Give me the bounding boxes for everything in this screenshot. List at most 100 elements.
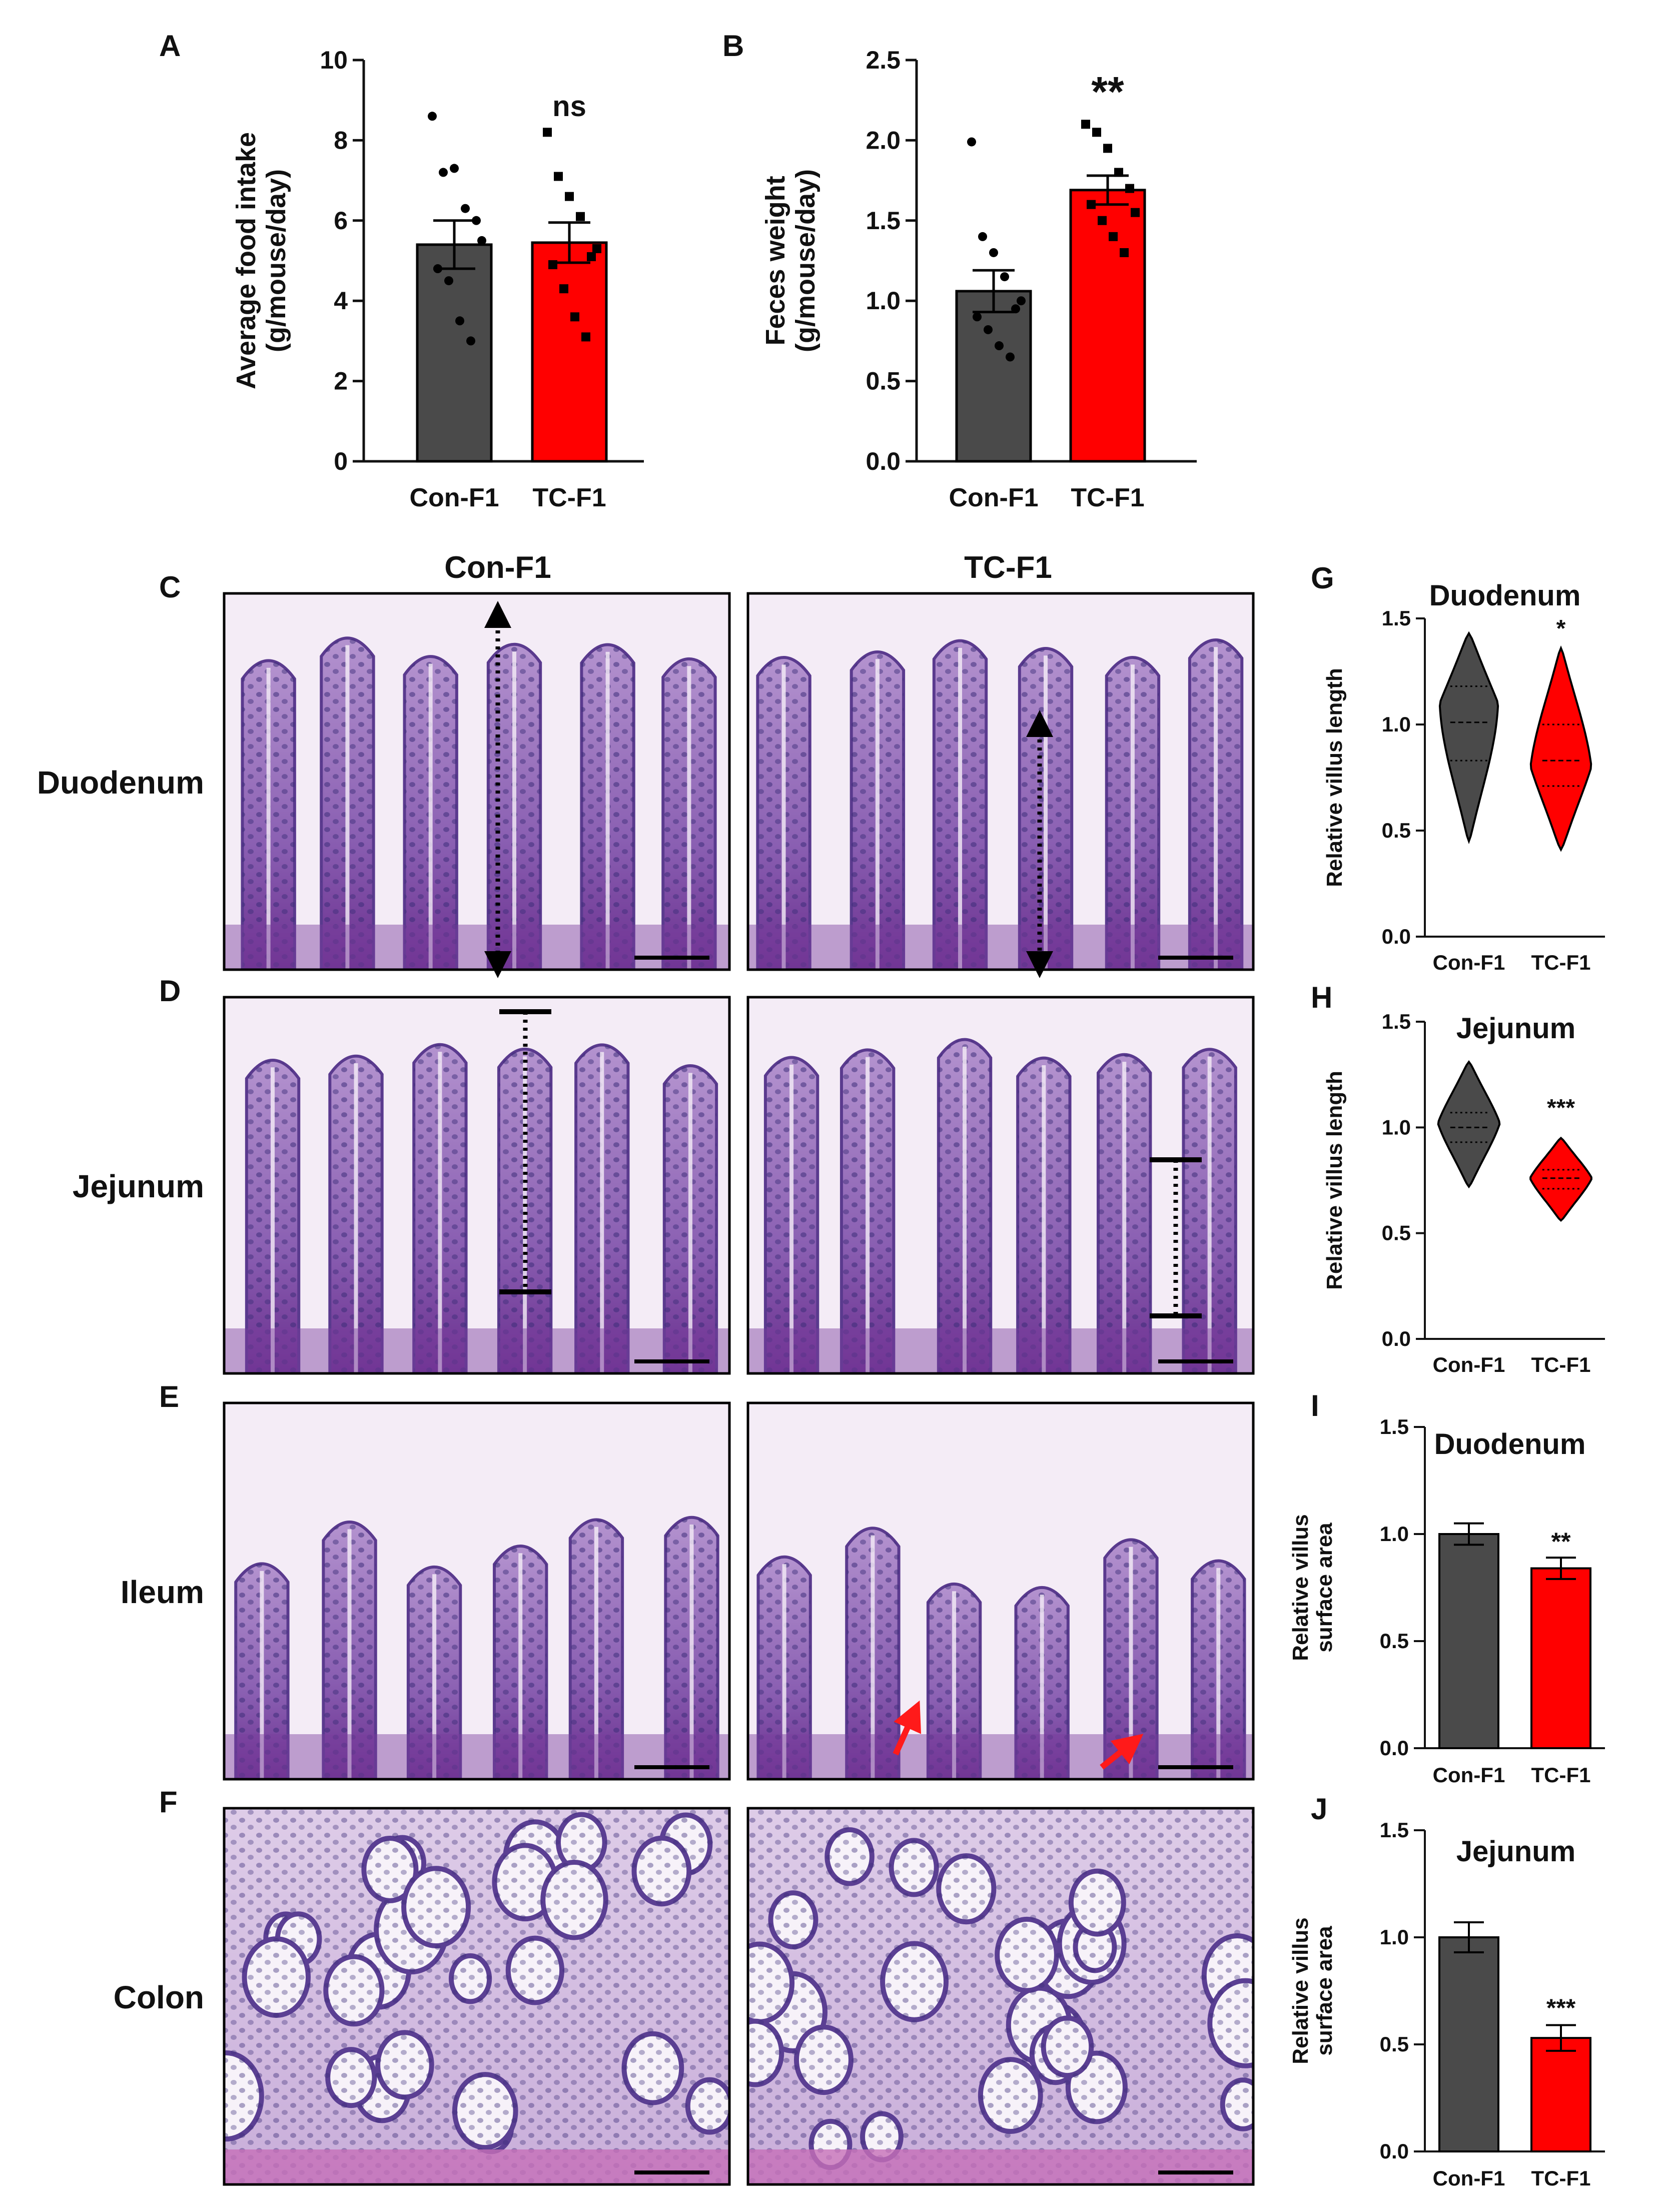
red-arrow bbox=[893, 1700, 922, 1756]
row-label: Jejunum bbox=[73, 1168, 204, 1204]
panel-letter: D bbox=[159, 974, 181, 1008]
y-tick-label: 1.0 bbox=[866, 287, 901, 315]
x-category-label: Con-F1 bbox=[1433, 1353, 1505, 1376]
x-category-label: TC-F1 bbox=[532, 483, 606, 512]
data-point bbox=[1011, 304, 1020, 314]
y-tick-label: 1.5 bbox=[866, 207, 901, 235]
data-point bbox=[978, 232, 987, 241]
data-point bbox=[581, 332, 590, 342]
y-tick-label: 0.5 bbox=[1380, 1629, 1409, 1653]
y-tick-label: 10 bbox=[320, 46, 348, 74]
x-category-label: TC-F1 bbox=[1531, 1763, 1591, 1787]
row-label: Colon bbox=[114, 1979, 204, 2015]
data-point bbox=[461, 204, 470, 213]
y-tick-label: 0.5 bbox=[866, 367, 901, 395]
image-frame bbox=[746, 996, 1255, 1375]
row-label: Ileum bbox=[121, 1574, 204, 1610]
panel-A-food-intake-chart: A 0 2 4 6 8 10 Average food intake (g/mouse/day)… bbox=[159, 29, 644, 512]
tissue-background bbox=[748, 1403, 1253, 1779]
y-tick-label: 0.0 bbox=[1380, 2139, 1409, 2163]
data-point bbox=[1087, 200, 1096, 209]
significance-label: *** bbox=[1547, 1095, 1575, 1121]
tissue-image bbox=[224, 593, 729, 970]
panel-H-jejunum-violin: H Jejunum 0.0 0.5 1.0 1.5 Relative villus leng… bbox=[1311, 981, 1605, 1376]
panel-I-duodenum-surface-bar: I Duodenum 0.0 0.5 1.0 1.5 Relative villus surf… bbox=[1288, 1389, 1605, 1787]
data-point bbox=[1103, 144, 1112, 153]
chart-title: Duodenum bbox=[1434, 1428, 1586, 1460]
y-axis-label-line2: (g/mouse/day) bbox=[790, 169, 820, 352]
crypt-base bbox=[748, 1734, 1253, 1779]
y-tick-label: 4 bbox=[334, 287, 348, 315]
y-tick-label: 1.0 bbox=[1382, 1115, 1411, 1139]
y-tick-label: 2.5 bbox=[866, 46, 901, 74]
y-axis-label: Relative villus length bbox=[1322, 668, 1347, 887]
panel-G-duodenum-violin: G Duodenum 0.0 0.5 1.0 1.5 Relative villus len… bbox=[1311, 561, 1605, 974]
panel-letter: G bbox=[1311, 561, 1334, 595]
y-axis-label: Average food intake (g/mouse/day) bbox=[231, 132, 291, 389]
significance-label: ** bbox=[1551, 1528, 1571, 1556]
data-point bbox=[984, 325, 993, 334]
muscularis-layer bbox=[748, 2149, 1253, 2184]
x-category-label: Con-F1 bbox=[409, 483, 499, 512]
panel-letter: A bbox=[159, 29, 181, 63]
y-tick-label: 1.5 bbox=[1380, 1818, 1409, 1842]
data-point bbox=[428, 112, 437, 121]
panel-letter: C bbox=[159, 570, 181, 604]
crypt-base bbox=[224, 925, 729, 970]
crypt-base bbox=[224, 1328, 729, 1373]
micrograph-grid: Con-F1 TC-F1 C Duodenum D Jejunum E Ileum F Col… bbox=[37, 550, 1255, 2186]
column-header-con: Con-F1 bbox=[444, 550, 551, 585]
data-point bbox=[455, 316, 464, 326]
y-axis-label-line1: Relative villus bbox=[1288, 1917, 1313, 2064]
panel-J-jejunum-surface-bar: J Jejunum 0.0 0.5 1.0 1.5 Relative villus surfa… bbox=[1288, 1792, 1605, 2190]
bar-con bbox=[1438, 1533, 1499, 1749]
data-point bbox=[444, 276, 453, 286]
data-point bbox=[570, 312, 579, 322]
data-point bbox=[1109, 232, 1118, 241]
bar-tc bbox=[1069, 189, 1146, 463]
data-point bbox=[1081, 120, 1090, 129]
y-tick-label: 0.0 bbox=[1382, 925, 1411, 948]
bar-con bbox=[416, 243, 493, 463]
x-category-label: Con-F1 bbox=[1433, 951, 1505, 974]
image-frame bbox=[746, 1401, 1255, 1781]
violin-tc bbox=[1529, 1136, 1592, 1222]
y-tick-label: 0.5 bbox=[1380, 2032, 1409, 2056]
data-point bbox=[1131, 208, 1140, 217]
data-point bbox=[973, 312, 982, 322]
y-tick-label: 0.0 bbox=[1380, 1736, 1409, 1760]
y-tick-label: 1.0 bbox=[1380, 1522, 1409, 1546]
crypt-base bbox=[224, 1734, 729, 1779]
data-point bbox=[1120, 248, 1129, 257]
data-point bbox=[466, 336, 475, 346]
x-category-label: Con-F1 bbox=[1433, 2166, 1505, 2190]
y-tick-label: 0.0 bbox=[866, 447, 901, 475]
panel-letter: I bbox=[1311, 1389, 1319, 1422]
panel-letter: J bbox=[1311, 1792, 1327, 1826]
y-axis-label-line1: Feces weight bbox=[760, 176, 790, 345]
panel-letter: E bbox=[159, 1380, 179, 1413]
nuclei-texture bbox=[748, 1808, 1253, 2184]
image-frame bbox=[223, 996, 731, 1375]
data-point bbox=[592, 244, 601, 253]
tissue-background bbox=[224, 997, 729, 1373]
image-frame bbox=[746, 1807, 1255, 2186]
tissue-image bbox=[224, 1808, 729, 2184]
data-point bbox=[548, 260, 557, 270]
tissue-image bbox=[224, 997, 729, 1373]
chart-title: Duodenum bbox=[1429, 579, 1581, 612]
y-axis-label: Relative villus surface area bbox=[1288, 1514, 1337, 1661]
y-tick-label: 2 bbox=[334, 367, 348, 395]
y-axis-label-text: Relative villus length bbox=[1322, 1071, 1347, 1290]
y-axis-label-line1: Average food intake bbox=[231, 132, 261, 389]
row-label: Duodenum bbox=[37, 765, 204, 801]
tissue-image bbox=[748, 1403, 1253, 1779]
bar-con bbox=[955, 290, 1032, 463]
tissue-image bbox=[224, 1403, 729, 1779]
panel-letter: H bbox=[1311, 981, 1332, 1014]
y-tick-label: 0 bbox=[334, 447, 348, 475]
x-category-label: TC-F1 bbox=[1531, 2166, 1591, 2190]
x-category-label: Con-F1 bbox=[949, 483, 1038, 512]
data-point bbox=[543, 128, 552, 137]
significance-label: ** bbox=[1091, 68, 1124, 115]
